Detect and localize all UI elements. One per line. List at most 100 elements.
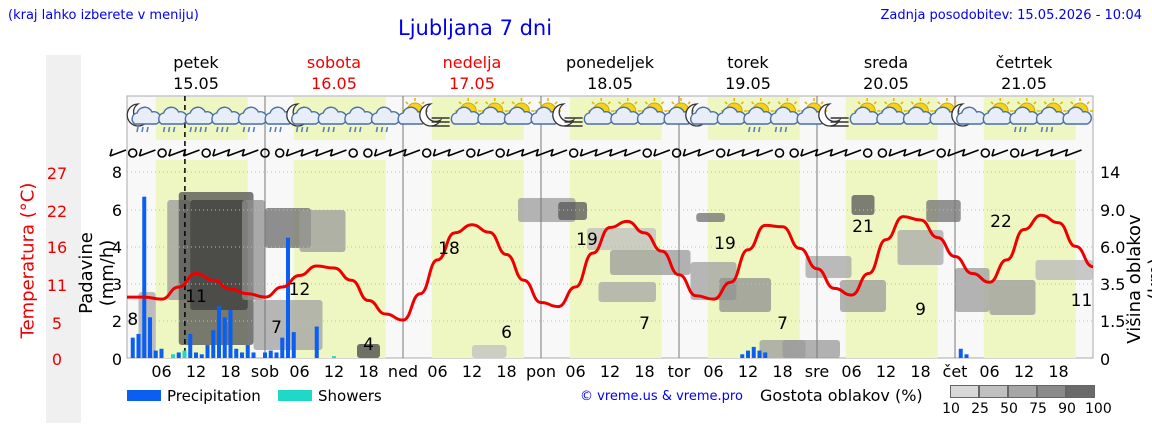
sun-cloud-rain-icon — [743, 98, 774, 133]
cloud-height-tick: 3.5 — [1100, 275, 1125, 294]
precipitation-bar — [280, 337, 285, 358]
wind-barb-icon — [139, 149, 156, 157]
sun-cloud-icon — [1062, 98, 1093, 125]
cloud-density-cell — [299, 210, 346, 252]
temperature-tick: 16 — [47, 238, 67, 257]
temperature-label: 4 — [363, 335, 374, 355]
daylight-band — [431, 160, 524, 358]
density-swatch — [1037, 385, 1066, 398]
day-name-2: nedelja — [442, 53, 502, 72]
precipitation-tick: 0 — [112, 350, 122, 369]
precipitation-bar — [245, 345, 250, 358]
cloud-height-tick: 14 — [1100, 163, 1120, 182]
calm-wind-icon — [465, 148, 476, 158]
wind-barb-icon — [403, 149, 421, 157]
showers-bar — [182, 350, 187, 358]
time-tick: 12 — [324, 362, 344, 381]
cloud-height-tick: 6.0 — [1100, 238, 1125, 257]
cloud-height-tick: 9.0 — [1100, 201, 1125, 220]
temperature-label: 12 — [289, 280, 311, 300]
density-swatch — [979, 385, 1008, 398]
wind-barb-icon — [1065, 149, 1082, 157]
density-swatch — [950, 385, 979, 398]
cloud-density-cell — [1035, 260, 1093, 280]
cloud-density-cell — [472, 345, 507, 358]
precipitation-bar — [153, 350, 158, 358]
cloud-density-cell — [696, 213, 725, 222]
wind-barb-icon — [183, 149, 200, 157]
wind-barb-icon — [536, 149, 553, 157]
temperature-label: 19 — [576, 230, 598, 250]
time-tick: 18 — [358, 362, 378, 381]
precipitation-bar — [217, 306, 221, 358]
cloud-height-tick: 1.5 — [1100, 312, 1125, 331]
precipitation-swatch — [127, 390, 161, 401]
wind-barb-icon — [962, 149, 979, 157]
cloud-density-cell — [926, 200, 961, 222]
time-tick: 06 — [841, 362, 861, 381]
wind-barb-icon — [315, 149, 333, 157]
wind-barb-icon — [242, 149, 259, 157]
wind-barb-icon — [550, 149, 568, 157]
wind-barb-icon — [389, 149, 406, 157]
wind-barb-icon — [433, 149, 450, 157]
temperature-label: 21 — [852, 217, 874, 237]
calm-wind-icon — [642, 148, 653, 158]
moon-cloud-rain-icon — [126, 103, 162, 133]
calm-wind-icon — [201, 148, 211, 158]
region-hint[interactable]: (kraj lahko izberete v meniju) — [8, 8, 199, 23]
calm-wind-icon — [877, 148, 888, 158]
cloud-density-cell — [719, 278, 771, 312]
time-tick: 18 — [634, 362, 654, 381]
day-name-0: petek — [173, 53, 219, 72]
wind-barb-icon — [918, 149, 935, 157]
time-tick: 06 — [427, 362, 447, 381]
wind-barb-icon — [447, 149, 465, 157]
time-tick: 12 — [876, 362, 896, 381]
density-level-label: 50 — [1000, 401, 1018, 417]
temperature-tick: 0 — [52, 350, 62, 369]
precipitation-bar — [234, 348, 239, 358]
precipitation-bar — [958, 348, 963, 358]
temperature-label: 11 — [185, 287, 207, 307]
cloud-height-tick: 0 — [1100, 350, 1110, 369]
time-tick: 12 — [462, 362, 482, 381]
time-tick: 06 — [289, 362, 309, 381]
temperature-label: 8 — [127, 310, 138, 330]
cloud-density-cell — [138, 292, 156, 358]
cloud-density-legend-title: Gostota oblakov (%) — [760, 386, 923, 405]
temperature-axis-title: Temperatura (°C) — [17, 182, 39, 339]
wind-barb-icon — [697, 149, 715, 157]
sun-cloud-icon — [583, 98, 615, 125]
calm-wind-icon — [274, 148, 285, 158]
calm-wind-icon — [495, 148, 506, 158]
sun-cloud-rain-icon — [1009, 98, 1040, 133]
wind-barb-icon — [1021, 149, 1038, 157]
density-level-label: 10 — [942, 401, 960, 417]
day-date-4: 19.05 — [725, 74, 771, 93]
time-tick: tor — [668, 362, 691, 381]
showers-bar — [171, 354, 175, 358]
density-level-label: 25 — [971, 401, 989, 417]
wind-barb-icon — [800, 149, 818, 157]
sun-cloud-icon — [610, 98, 641, 125]
wind-barb-icon — [903, 149, 921, 157]
calm-wind-icon — [715, 148, 726, 158]
cloud-density-cell — [897, 230, 944, 265]
temperature-label: 7 — [271, 318, 282, 338]
credit-link[interactable]: © vreme.us & vreme.pro — [580, 389, 743, 404]
day-date-5: 20.05 — [863, 74, 909, 93]
cloud-density-cell — [190, 200, 248, 310]
wind-barb-icon — [947, 149, 965, 157]
time-tick: 18 — [1048, 362, 1068, 381]
precipitation-bar — [142, 196, 147, 358]
time-tick: sre — [805, 362, 829, 381]
precipitation-bar — [251, 352, 256, 358]
temperature-label: 22 — [990, 212, 1012, 232]
temperature-label: 7 — [777, 314, 788, 334]
temperature-tick: 11 — [47, 276, 67, 295]
time-tick: pon — [526, 362, 556, 381]
cloud-rain-icon — [211, 106, 241, 133]
calm-wind-icon — [862, 148, 873, 158]
time-tick: 18 — [910, 362, 930, 381]
